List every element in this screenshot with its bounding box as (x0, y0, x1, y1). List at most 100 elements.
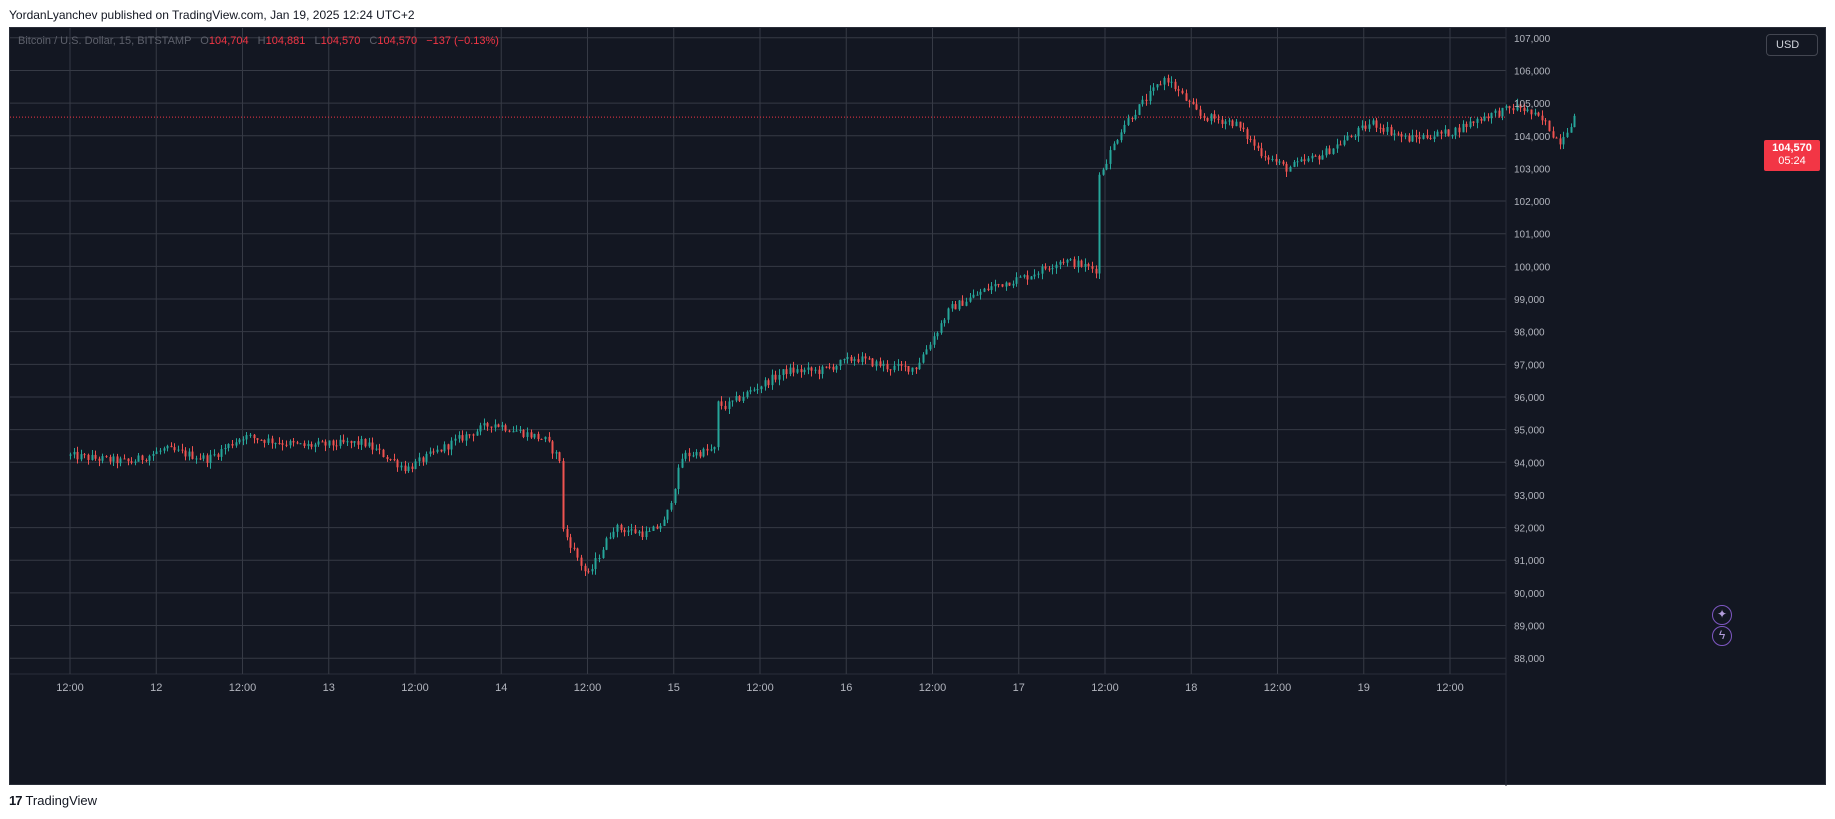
last-price-label: 104,570 05:24 (1764, 140, 1820, 171)
candle-body (1267, 157, 1270, 160)
candle-body (1472, 121, 1475, 123)
candle-body (112, 456, 115, 462)
candle-body (940, 323, 943, 333)
candle-body (526, 432, 529, 437)
candle-body (447, 444, 450, 450)
candle-body (850, 356, 853, 361)
candle-body (429, 451, 432, 454)
candle-body (1177, 89, 1180, 91)
candle-body (652, 526, 655, 531)
sparkle-icon[interactable]: ✦ (1712, 605, 1732, 625)
candle-body (1224, 121, 1227, 124)
candle-body (1163, 77, 1166, 85)
candle-body (972, 294, 975, 298)
candle-body (1440, 131, 1443, 134)
candle-body (1505, 106, 1508, 108)
candle-body (148, 455, 151, 461)
candle-body (814, 369, 817, 371)
candle-body (1159, 84, 1162, 86)
candle-body (1307, 158, 1310, 162)
candle-body (580, 557, 583, 566)
time-tick-label: 13 (323, 682, 335, 694)
candle-body (263, 440, 266, 443)
candle-body (969, 297, 972, 302)
candle-body (566, 528, 569, 538)
candle-body (1390, 127, 1393, 135)
candle-body (411, 466, 414, 469)
candle-body (1300, 159, 1303, 162)
candle-body (1192, 101, 1195, 105)
candle-body (184, 450, 187, 457)
symbol-name[interactable]: Bitcoin / U.S. Dollar, 15, BITSTAMP (18, 35, 192, 47)
candle-body (1422, 135, 1425, 139)
price-tick-label: 103,000 (1514, 164, 1551, 175)
candle-body (450, 440, 453, 450)
candle-body (1361, 125, 1364, 128)
candle-body (342, 439, 345, 443)
candle-body (94, 454, 97, 459)
candle-body (116, 456, 119, 464)
price-chart[interactable]: 88,000 89,000 90,000 91,000 92,000 93,000 94,0… (10, 28, 1827, 786)
candle-body (864, 356, 867, 359)
candle-body (1490, 112, 1493, 119)
open-value: 104,704 (208, 35, 249, 47)
candle-body (832, 366, 835, 370)
candle-body (602, 549, 605, 559)
candle-body (717, 401, 720, 448)
candle-body (1105, 163, 1108, 170)
price-tick-label: 89,000 (1514, 622, 1545, 633)
candle-body (706, 448, 709, 451)
candle-body (821, 366, 824, 374)
candle-body (1174, 81, 1177, 90)
candle-body (1195, 104, 1198, 110)
candle-body (584, 565, 587, 572)
time-tick-label: 15 (668, 682, 680, 694)
candle-body (127, 458, 130, 462)
close-value: 104,570 (377, 35, 418, 47)
candle-body (929, 344, 932, 350)
candle-body (810, 367, 813, 371)
candle-body (1343, 140, 1346, 145)
candle-body (537, 433, 540, 439)
candle-body (145, 460, 148, 462)
candle-body (792, 367, 795, 373)
candle-body (742, 397, 745, 401)
candle-body (267, 438, 270, 443)
candle-body (1152, 87, 1155, 91)
candle-body (1285, 163, 1288, 172)
tradingview-logo[interactable]: 17 TradingView (9, 793, 97, 808)
candle-body (404, 465, 407, 472)
price-tick-label: 95,000 (1514, 426, 1545, 437)
candle-body (1012, 283, 1015, 286)
price-tick-label: 94,000 (1514, 458, 1545, 469)
candle-body (281, 443, 284, 445)
candle-body (1429, 137, 1432, 140)
candle-body (515, 430, 518, 432)
candle-body (1544, 120, 1547, 122)
candle-body (724, 405, 727, 409)
candle-body (271, 438, 274, 444)
candle-body (407, 466, 410, 472)
candle-body (555, 452, 558, 454)
lightning-icon[interactable]: ϟ (1712, 626, 1732, 646)
candle-body (386, 457, 389, 460)
candle-body (206, 455, 209, 463)
chart-panel[interactable]: 88,000 89,000 90,000 91,000 92,000 93,000 94,0… (9, 27, 1827, 786)
candle-body (1530, 109, 1533, 115)
candle-body (620, 524, 623, 530)
candle-body (1451, 135, 1454, 137)
candle-body (897, 364, 900, 366)
candle-body (839, 359, 842, 366)
change-value: −137 (−0.13%) (426, 35, 499, 47)
candle-body (756, 389, 759, 391)
candle-body (1123, 124, 1126, 133)
candle-body (1418, 137, 1421, 139)
candle-body (666, 509, 669, 520)
price-tick-label: 96,000 (1514, 393, 1545, 404)
close-label: C (369, 35, 378, 47)
candle-body (983, 288, 986, 292)
candle-body (134, 461, 137, 463)
currency-button[interactable]: USD (1766, 34, 1818, 56)
symbol-legend[interactable]: Bitcoin / U.S. Dollar, 15, BITSTAMP O104… (18, 35, 499, 47)
candle-body (1462, 123, 1465, 133)
